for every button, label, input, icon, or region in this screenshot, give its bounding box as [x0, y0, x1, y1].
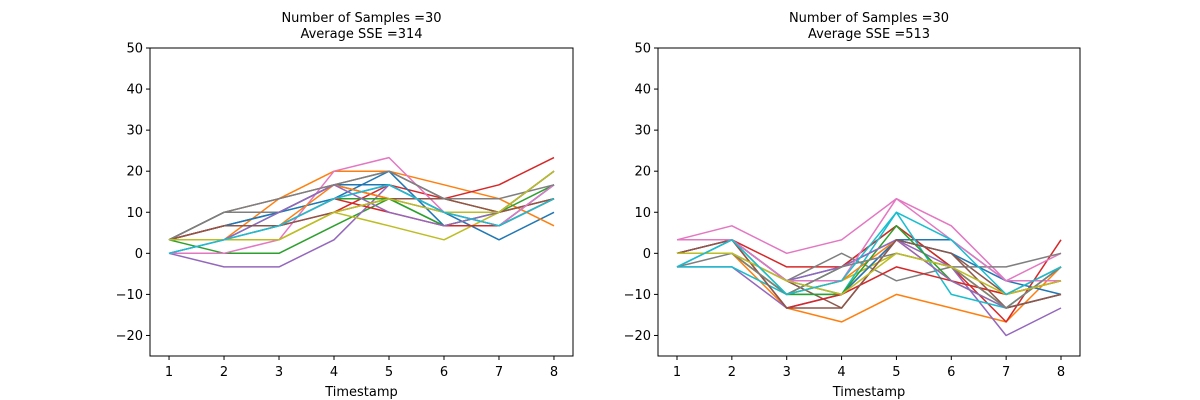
y-tick-label: −20 [624, 329, 651, 344]
chart-title-line: Average SSE =314 [300, 27, 422, 42]
series-group [168, 156, 555, 268]
y-tick-label: 50 [634, 42, 651, 57]
series-line-7 [676, 197, 1062, 282]
x-tick-label: 3 [275, 365, 283, 380]
x-tick-label: 1 [673, 365, 681, 380]
y-tick-label: −10 [116, 288, 143, 303]
series-line-18 [676, 252, 1062, 309]
series-line-15 [168, 170, 555, 255]
x-tick-label: 8 [1057, 365, 1065, 380]
y-tick-label: 20 [634, 165, 651, 180]
series-line-17 [677, 197, 1061, 282]
y-tick-label: 10 [634, 206, 651, 221]
x-axis-label: Timestamp [324, 385, 398, 400]
chart-title-line: Number of Samples =30 [789, 11, 949, 26]
x-tick-label: 1 [165, 365, 173, 380]
y-tick-label: 20 [126, 165, 143, 180]
x-tick-label: 3 [783, 365, 791, 380]
x-tick-label: 6 [947, 365, 955, 380]
x-tick-label: 5 [892, 365, 900, 380]
series-line-19 [677, 252, 1062, 296]
chart-panel-right: Number of Samples =30 Average SSE =513 −20… [624, 11, 1081, 400]
series-line-19 [169, 170, 555, 241]
series-group [676, 197, 1062, 337]
y-tick-label: 50 [126, 42, 143, 57]
x-tick-label: 6 [440, 365, 448, 380]
plot-frame [149, 47, 574, 357]
x-tick-label: 2 [220, 365, 228, 380]
x-tick-label: 4 [330, 365, 338, 380]
plot-frame [657, 47, 1081, 357]
y-tick-label: 40 [634, 83, 651, 98]
series-line-2 [169, 170, 555, 241]
series-line-20 [676, 211, 1062, 296]
x-tick-label: 4 [837, 365, 845, 380]
chart-title-line: Number of Samples =30 [281, 11, 441, 26]
x-tick-label: 5 [385, 365, 393, 380]
x-tick-label: 2 [728, 365, 736, 380]
series-line-18 [168, 170, 555, 241]
series-line-2 [677, 252, 1062, 323]
y-tick-label: 10 [126, 206, 143, 221]
x-tick-label: 7 [495, 365, 503, 380]
y-tick-label: −10 [624, 288, 651, 303]
y-tick-label: 30 [126, 124, 143, 139]
y-tick-label: −20 [116, 329, 143, 344]
series-line-20 [168, 184, 555, 255]
y-tick-label: 0 [643, 247, 651, 262]
x-tick-label: 7 [1002, 365, 1010, 380]
y-tick-label: 0 [135, 247, 143, 262]
chart-title-line: Average SSE =513 [808, 27, 930, 42]
y-tick-label: 40 [126, 83, 143, 98]
y-tick-label: 30 [634, 124, 651, 139]
x-tick-label: 8 [550, 365, 558, 380]
x-axis-label: Timestamp [832, 385, 906, 400]
chart-title: Number of Samples =30 Average SSE =513 [789, 11, 949, 42]
chart-title: Number of Samples =30 Average SSE =314 [281, 11, 441, 42]
chart-panel-left: Number of Samples =30 Average SSE =314 −20… [116, 11, 574, 400]
